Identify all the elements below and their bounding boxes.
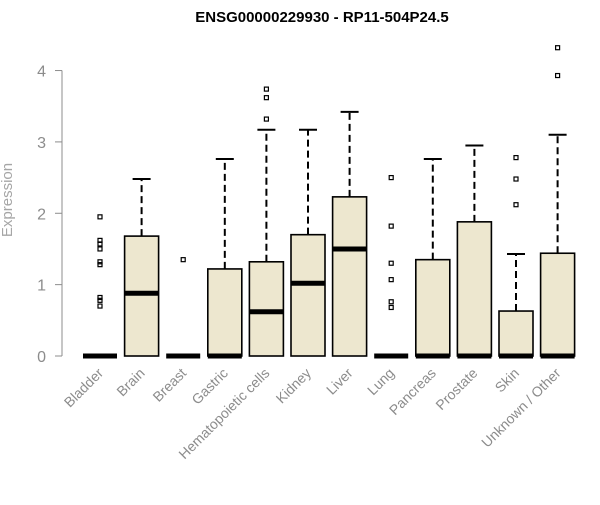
outlier-point — [97, 214, 103, 220]
outlier-point — [180, 257, 186, 263]
outlier-point — [513, 176, 519, 182]
box-kidney — [290, 128, 326, 357]
y-tick-label: 3 — [37, 135, 46, 152]
outlier-point — [388, 277, 394, 283]
x-tick-label: Brain — [113, 365, 147, 399]
outlier-point — [97, 246, 103, 252]
outlier-point — [263, 116, 269, 122]
box-pancreas — [414, 158, 451, 359]
outlier-point — [97, 259, 103, 265]
iqr-box — [248, 260, 285, 357]
y-tick-label: 1 — [37, 278, 46, 295]
iqr-box — [207, 268, 243, 357]
iqr-box — [498, 310, 534, 357]
outlier-point — [513, 155, 519, 161]
y-tick-label: 4 — [37, 64, 46, 81]
outlier-point — [97, 294, 103, 301]
outlier-point — [97, 297, 103, 303]
x-tick-label: Prostate — [432, 365, 480, 413]
iqr-box — [290, 233, 326, 357]
outlier-point — [554, 45, 561, 51]
box-bladder — [83, 214, 117, 359]
box-hematopoietic-cells — [248, 86, 285, 357]
box-skin — [498, 155, 534, 359]
box-gastric — [207, 158, 243, 359]
y-tick-label: 2 — [37, 206, 46, 223]
x-tick-label: Kidney — [273, 365, 315, 407]
x-tick-label: Skin — [492, 365, 523, 396]
iqr-box — [123, 235, 160, 357]
chart-title: ENSG00000229930 - RP11-504P24.5 — [195, 9, 449, 26]
x-tick-label: Lung — [364, 365, 397, 398]
x-tick-label: Unknown / Other — [478, 365, 564, 451]
outlier-point — [388, 174, 394, 181]
boxes-layer — [83, 45, 576, 359]
x-tick-label: Breast — [149, 365, 189, 405]
y-axis-label: Expression — [0, 163, 16, 237]
iqr-box — [414, 258, 451, 357]
iqr-box — [331, 196, 368, 357]
box-liver — [331, 110, 368, 357]
y-axis: 0 1 2 3 4 — [37, 64, 63, 366]
box-unknown-other — [539, 45, 576, 359]
outlier-point — [97, 303, 103, 309]
outlier-point — [388, 223, 394, 229]
outlier-point — [513, 202, 519, 208]
box-lung — [374, 174, 409, 359]
iqr-box — [456, 221, 493, 357]
outlier-point — [388, 299, 394, 305]
x-tick-label: Liver — [323, 365, 356, 398]
outlier-point — [263, 86, 269, 92]
outlier-point — [388, 260, 394, 266]
outlier-point — [263, 95, 269, 101]
outlier-point — [388, 304, 394, 311]
box-brain — [123, 178, 160, 357]
outlier-point — [97, 262, 103, 268]
box-prostate — [456, 144, 493, 359]
outlier-point — [554, 72, 561, 79]
outlier-point — [97, 237, 103, 243]
x-tick-label: Bladder — [61, 365, 107, 411]
y-tick-label: 0 — [37, 349, 46, 366]
box-breast — [166, 257, 201, 359]
iqr-box — [539, 252, 576, 357]
